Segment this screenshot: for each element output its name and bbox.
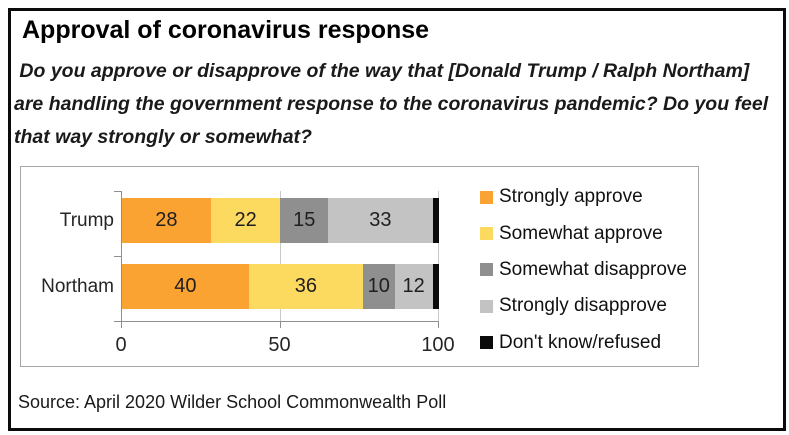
bar-northam: 40 36 10 12 bbox=[122, 264, 439, 309]
category-axis-tick bbox=[114, 191, 122, 192]
gridline bbox=[279, 191, 281, 322]
bar-segment bbox=[432, 198, 439, 243]
legend-label: Strongly approve bbox=[499, 186, 643, 208]
bar-segment: 36 bbox=[248, 264, 363, 309]
bar-segment: 10 bbox=[362, 264, 395, 309]
legend-item: Strongly approve bbox=[480, 179, 687, 215]
bar-segment: 15 bbox=[280, 198, 329, 243]
bar-segment: 33 bbox=[328, 198, 433, 243]
bar-segment: 12 bbox=[394, 264, 433, 309]
legend-item: Don't know/refused bbox=[480, 325, 687, 361]
legend-label: Somewhat disapprove bbox=[499, 258, 687, 280]
category-axis-tick bbox=[114, 321, 122, 322]
legend-label: Strongly disapprove bbox=[499, 295, 667, 317]
x-axis-tick-label: 50 bbox=[268, 334, 291, 356]
x-axis-tick-label: 100 bbox=[421, 334, 455, 356]
legend-swatch bbox=[480, 190, 493, 204]
chart-area: 0 50 100 Trump 28 22 15 33 Northam 40 36 10 12 Strong… bbox=[20, 166, 699, 367]
category-axis-tick bbox=[114, 256, 122, 257]
bar-segment: 22 bbox=[210, 198, 281, 243]
category-label: Northam bbox=[41, 276, 114, 297]
legend-label: Somewhat approve bbox=[499, 222, 663, 244]
legend-swatch bbox=[480, 299, 493, 313]
value-axis-tick bbox=[279, 321, 281, 328]
bar-segment: 40 bbox=[122, 264, 249, 309]
legend-swatch bbox=[480, 336, 493, 350]
bar-segment: 28 bbox=[122, 198, 211, 243]
gridline bbox=[438, 191, 439, 322]
category-label: Trump bbox=[59, 210, 114, 231]
bar-segment bbox=[432, 264, 439, 309]
x-axis-tick-label: 0 bbox=[115, 334, 127, 356]
bar-trump: 28 22 15 33 bbox=[122, 198, 439, 243]
survey-question-text: Do you approve or disapprove of the way … bbox=[14, 60, 769, 148]
value-axis-tick bbox=[121, 321, 122, 328]
legend-item: Strongly disapprove bbox=[480, 288, 687, 324]
legend-item: Somewhat approve bbox=[480, 215, 687, 251]
legend: Strongly approve Somewhat approve Somewhat… bbox=[480, 179, 687, 361]
legend-label: Don't know/refused bbox=[499, 331, 662, 353]
value-axis-tick bbox=[438, 321, 439, 328]
legend-item: Somewhat disapprove bbox=[480, 252, 687, 288]
source-note: Source: April 2020 Wilder School Commonw… bbox=[18, 392, 447, 412]
chart-title: Approval of coronavirus response bbox=[22, 16, 430, 44]
legend-swatch bbox=[480, 263, 493, 277]
legend-swatch bbox=[480, 227, 493, 241]
